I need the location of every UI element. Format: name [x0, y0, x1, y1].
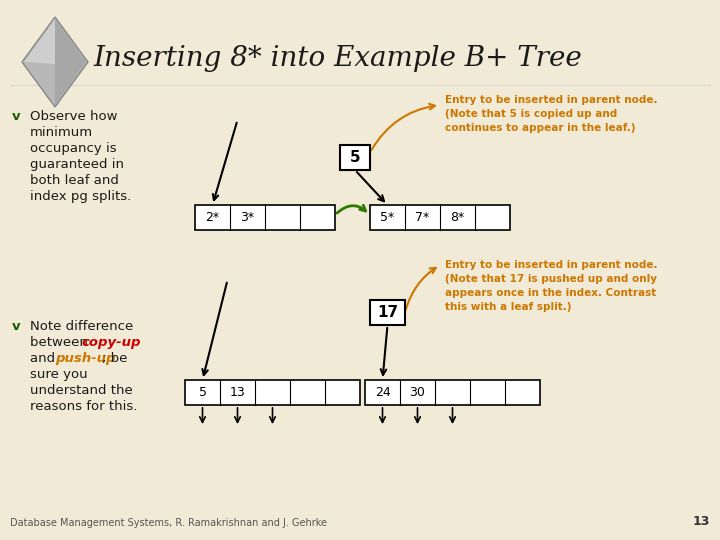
Text: push-up: push-up: [55, 352, 115, 365]
Text: understand the: understand the: [30, 384, 132, 397]
Text: Inserting 8* into Example B+ Tree: Inserting 8* into Example B+ Tree: [93, 44, 582, 71]
Bar: [340, 145, 370, 170]
Text: ; be: ; be: [102, 352, 127, 365]
Text: 13: 13: [230, 386, 246, 399]
Text: both leaf and: both leaf and: [30, 174, 119, 187]
Text: Entry to be inserted in parent node.
(Note that 5 is copied up and
continues to : Entry to be inserted in parent node. (No…: [445, 95, 657, 133]
Text: 8*: 8*: [451, 211, 464, 224]
Bar: [195, 205, 335, 230]
Text: 5*: 5*: [380, 211, 395, 224]
Text: 17: 17: [377, 305, 398, 320]
Text: 5: 5: [199, 386, 207, 399]
Text: v: v: [12, 320, 21, 333]
Text: index pg splits.: index pg splits.: [30, 190, 131, 203]
Text: 7*: 7*: [415, 211, 430, 224]
Polygon shape: [22, 17, 88, 107]
Text: minimum: minimum: [30, 126, 93, 139]
Bar: [365, 380, 540, 405]
Polygon shape: [55, 19, 86, 105]
Text: guaranteed in: guaranteed in: [30, 158, 124, 171]
Text: between: between: [30, 336, 92, 349]
Text: 30: 30: [410, 386, 426, 399]
Text: sure you: sure you: [30, 368, 88, 381]
Text: 2*: 2*: [205, 211, 220, 224]
Text: 3*: 3*: [240, 211, 255, 224]
Text: 5: 5: [350, 150, 360, 165]
Text: Note difference: Note difference: [30, 320, 133, 333]
Bar: [185, 380, 360, 405]
Text: reasons for this.: reasons for this.: [30, 400, 138, 413]
Text: 24: 24: [374, 386, 390, 399]
Text: copy-up: copy-up: [82, 336, 142, 349]
Text: 13: 13: [693, 515, 710, 528]
Bar: [370, 300, 405, 325]
Polygon shape: [24, 19, 55, 64]
Text: occupancy is: occupancy is: [30, 142, 117, 155]
Text: and: and: [30, 352, 59, 365]
Text: Observe how: Observe how: [30, 110, 117, 123]
Text: v: v: [12, 110, 21, 123]
Text: Database Management Systems, R. Ramakrishnan and J. Gehrke: Database Management Systems, R. Ramakris…: [10, 518, 327, 528]
Bar: [370, 205, 510, 230]
Text: Entry to be inserted in parent node.
(Note that 17 is pushed up and only
appears: Entry to be inserted in parent node. (No…: [445, 260, 657, 312]
